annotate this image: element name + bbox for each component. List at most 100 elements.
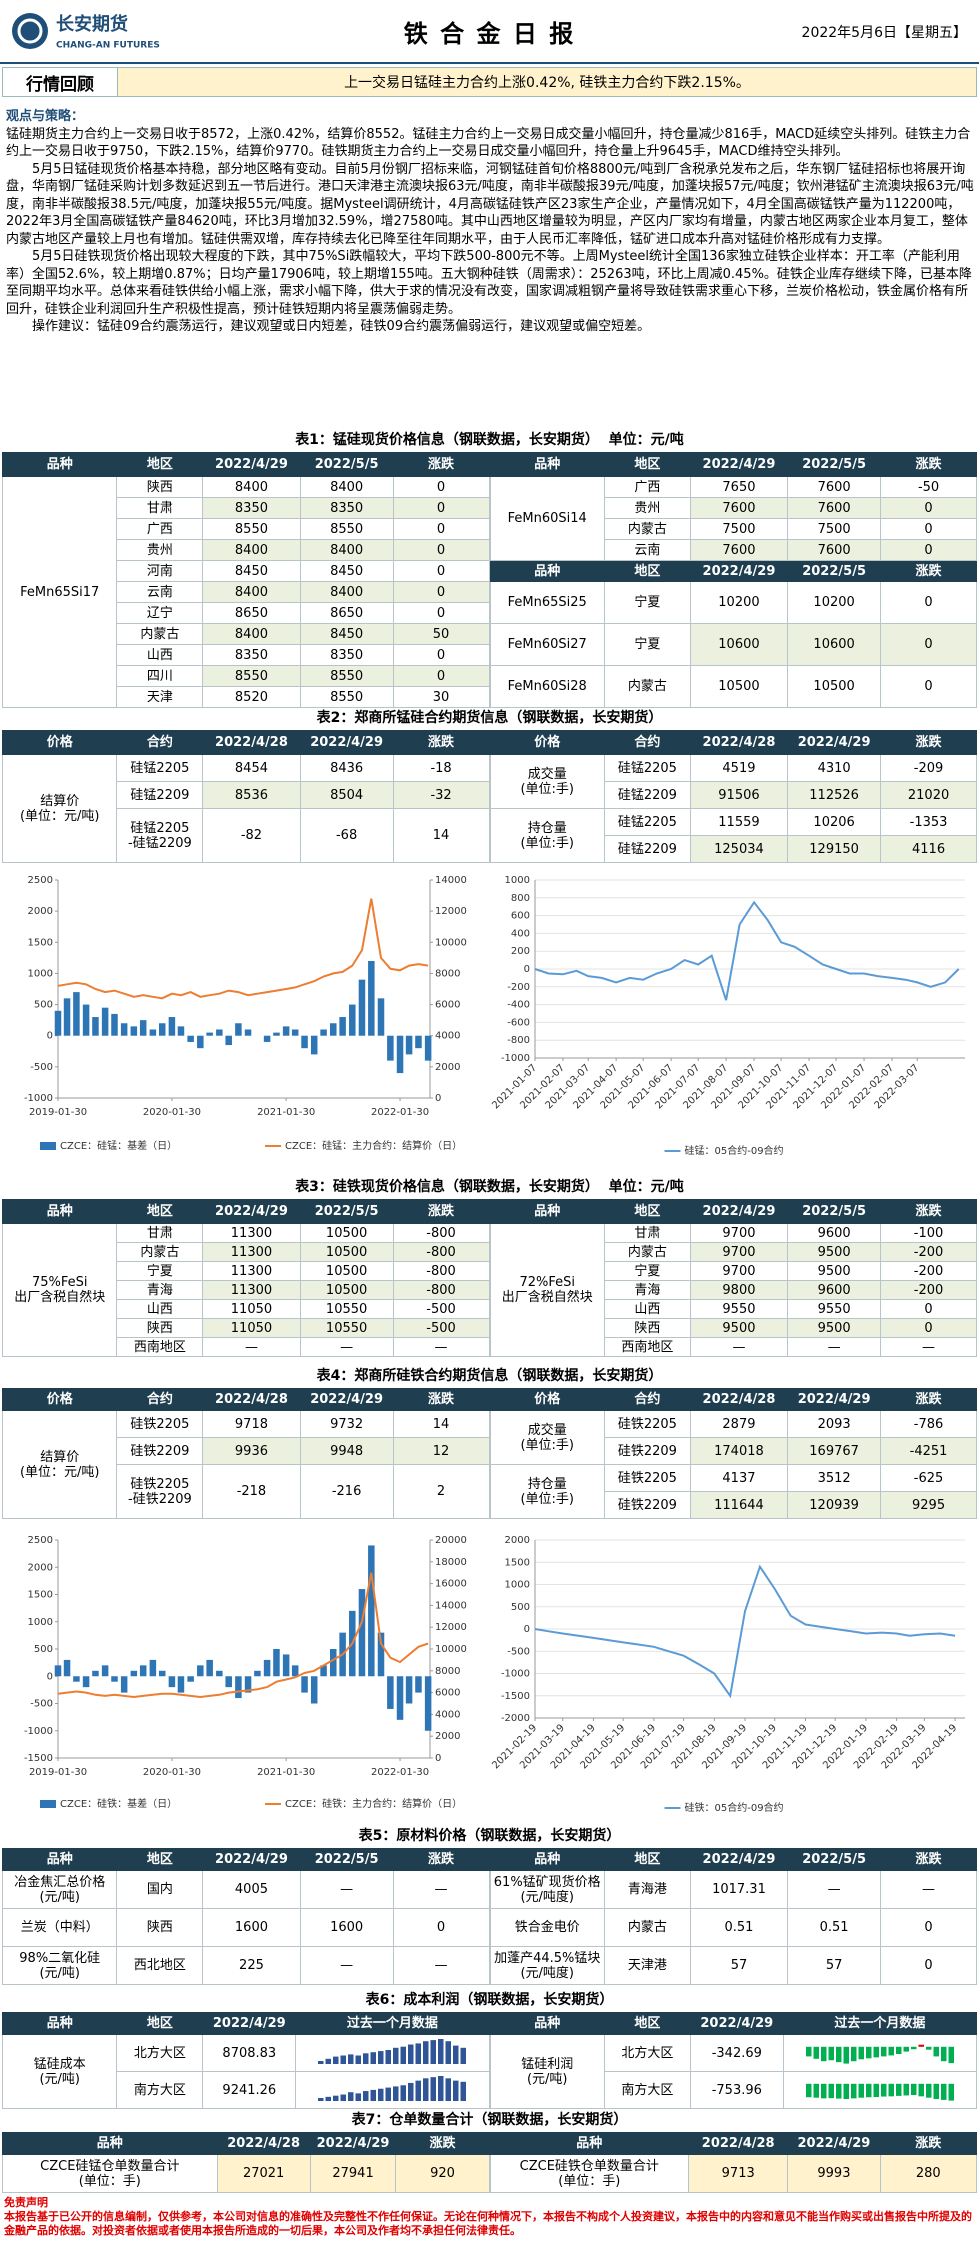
data-table: 品种 地区 2022/4/29 过去一个月数据 锰硅利润 (元/吨) 北方大区 -342.6… <box>489 2012 978 2109</box>
cell: 2093 <box>787 1410 882 1438</box>
spark-bar <box>318 2098 324 2101</box>
header-cell: 涨跌 <box>880 1199 977 1224</box>
cell: 8400 <box>299 476 394 498</box>
spark-bar <box>348 2054 354 2064</box>
cell: 贵州 <box>116 539 204 561</box>
header-cell: 品种 <box>1 2012 118 2035</box>
x-tick-label: 2019-01-30 <box>29 1107 87 1118</box>
logo: 长安期货 CHANG-AN FUTURES <box>12 13 160 51</box>
header-row: 品种 地区 2022/4/29 2022/5/5 涨跌 <box>1 1848 490 1871</box>
y-tick-label: -200 <box>507 982 530 993</box>
cell: 8550 <box>202 518 301 540</box>
y-tick-label: -500 <box>30 1062 53 1073</box>
header-cell: 品种 <box>1 1199 118 1224</box>
header-cell: 地区 <box>603 2012 691 2035</box>
cell: 9713 <box>688 2154 789 2193</box>
data-row: 南方大区 9241.26 <box>3 2071 490 2109</box>
header-cell: 涨跌 <box>880 1848 977 1871</box>
bar <box>92 1017 99 1036</box>
cell: 9550 <box>787 1299 882 1319</box>
data-row: FeMn65Si17 陕西 8400 8400 0 <box>1 476 490 708</box>
group-label: 兰炭（中料） <box>1 1908 118 1947</box>
data-table: 价格 合约 2022/4/28 2022/4/29 涨跌 成交量 (单位:手) 硅锰2205… <box>489 730 978 863</box>
data-row: FeMn60Si27 宁夏 10600 10600 0 <box>489 623 977 666</box>
header-cell: 2022/4/28 <box>202 1388 301 1411</box>
data-row: 锰硅成本 (元/吨) 北方大区 8708.83 <box>1 2034 490 2109</box>
cell: 91506 <box>689 781 789 809</box>
y2-tick-label: 10000 <box>435 937 467 948</box>
cell: 10200 <box>787 581 882 624</box>
bar <box>273 1649 280 1677</box>
bar <box>63 1659 71 1677</box>
data-row: 结算价 (单位：元/吨) 硅锰2205 8454 8436 -18 <box>1 754 490 863</box>
header-row: 品种 地区 2022/4/29 2022/5/5 涨跌 <box>489 1848 977 1871</box>
header-cell: 品种 <box>489 452 605 477</box>
y2-tick-label: 14000 <box>435 875 467 886</box>
header-cell: 2022/5/5 <box>787 1199 882 1224</box>
legend-swatch <box>40 1800 56 1808</box>
data-table: 品种 2022/4/28 2022/4/29 涨跌 CZCE硅锰仓单数量合计 (单位：手… <box>2 2132 490 2193</box>
cell: 14 <box>392 1410 490 1438</box>
cell: 3512 <box>787 1464 882 1492</box>
cell: 8550 <box>299 686 394 708</box>
line <box>534 900 960 1001</box>
header-cell: 2022/4/29 <box>787 2132 881 2155</box>
cell: — <box>299 1946 394 1985</box>
cell: — <box>880 1337 977 1357</box>
legend-label: CZCE：硅铁：主力合约：结算价（日） <box>285 1797 462 1810</box>
header-cell: 涨跌 <box>392 452 490 477</box>
review-label: 行情回顾 <box>3 68 118 96</box>
data-row: 西南地区 — — — <box>490 1337 977 1357</box>
data-table: 品种 地区 2022/4/29 过去一个月数据 锰硅成本 (元/吨) 北方大区 8708.8… <box>1 2012 490 2109</box>
chart: -2000-1500-1000-50005001000150020002021-… <box>490 1535 965 1814</box>
cell: 7600 <box>787 497 882 519</box>
y2-tick-label: 8000 <box>435 1666 460 1677</box>
sparkline <box>805 2044 954 2064</box>
header-cell: 品种 <box>489 1848 605 1871</box>
spark-bar <box>438 2039 444 2064</box>
bar <box>339 1017 346 1036</box>
spark-bar <box>903 2046 909 2052</box>
bar <box>120 1676 128 1693</box>
cell: -800 <box>392 1242 490 1262</box>
bar <box>396 1035 404 1074</box>
cell: — <box>392 1870 490 1909</box>
group-label: 98%二氧化硅 (元/吨) <box>1 1946 118 1985</box>
viewpoint-paragraph: 锰硅期货主力合约上一交易日收于8572，上涨0.42%，结算价8552。锰硅主力… <box>6 126 971 160</box>
group-label: FeMn60Si14 <box>489 476 605 561</box>
data-table: 品种 地区 2022/4/29 2022/5/5 涨跌 冶金焦汇总价格 (元/吨) 国内 40… <box>1 1848 490 1985</box>
header-cell: 品种 <box>1 1848 118 1871</box>
cell: — <box>392 1946 490 1985</box>
cell: 7600 <box>689 497 789 519</box>
spark-bar <box>355 2093 362 2101</box>
group-label: FeMn65Si25 <box>489 581 605 624</box>
cell: -68 <box>299 808 394 863</box>
cell: 7500 <box>787 518 882 540</box>
header-cell: 2022/4/29 <box>689 2012 784 2035</box>
data-row: 98%二氧化硅 (元/吨) 西北地区 225— — <box>1 1946 490 1985</box>
cell: 9700 <box>689 1242 789 1262</box>
logo-icon <box>12 13 48 49</box>
section-title: 表6：成本利润（钢联数据，长安期货） <box>365 1992 614 2008</box>
spark-bar <box>880 2046 887 2057</box>
y2-tick-label: 6000 <box>435 1000 460 1011</box>
group-label: 成交量 (单位:手) <box>489 1410 605 1465</box>
cell: — <box>880 1870 977 1909</box>
group-label: 持仓量 (单位:手) <box>489 808 605 863</box>
bar <box>320 1029 327 1036</box>
cell: 宁夏 <box>603 1261 691 1281</box>
y-tick-label: -1500 <box>501 1691 530 1702</box>
cell: 11300 <box>202 1242 301 1262</box>
y-tick-label: 500 <box>34 1644 53 1655</box>
cell: 8350 <box>202 644 301 666</box>
data-table: 品种 2022/4/28 2022/4/29 涨跌 CZCE硅铁仓单数量合计 (单位：手… <box>489 2132 978 2193</box>
cell: -1353 <box>880 808 977 836</box>
spark-bar <box>460 2047 467 2064</box>
header-cell: 地区 <box>116 1199 204 1224</box>
bar <box>54 1665 62 1677</box>
group-label: CZCE硅锰仓单数量合计 (单位：手) <box>2 2154 218 2193</box>
cell: 1017.31 <box>689 1870 789 1909</box>
spark-bar <box>325 2096 332 2101</box>
y-tick-label: -500 <box>507 1646 530 1657</box>
cell: 内蒙古 <box>116 623 204 645</box>
